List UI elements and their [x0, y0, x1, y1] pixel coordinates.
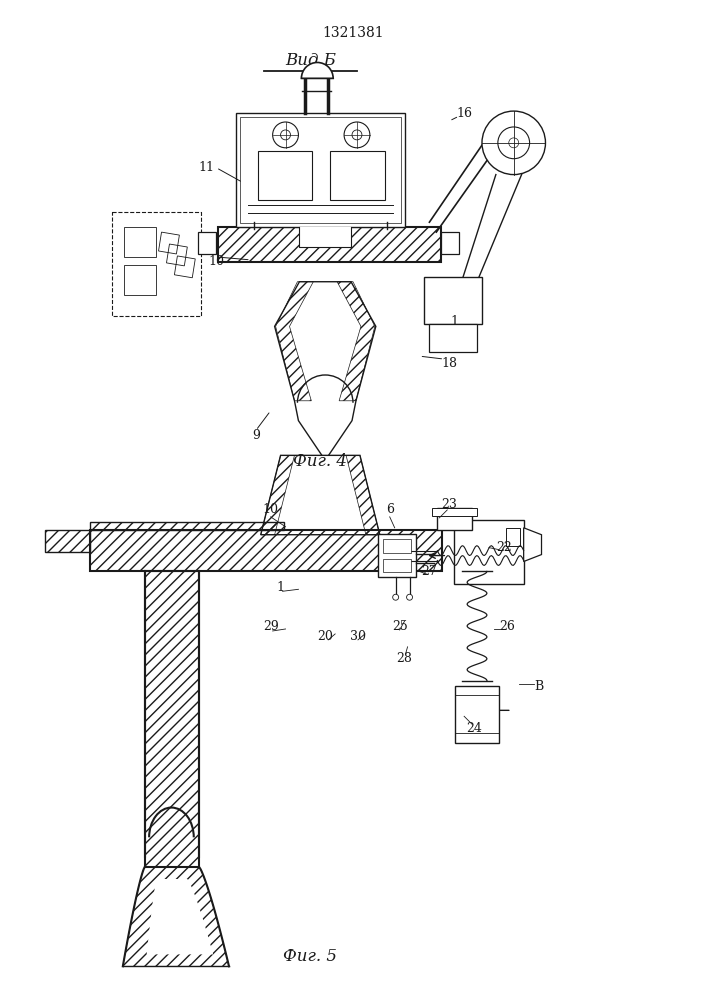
Text: 24: 24 — [466, 722, 482, 735]
Text: B: B — [534, 680, 543, 693]
Circle shape — [281, 130, 291, 140]
Circle shape — [392, 594, 399, 600]
Bar — [90, 522, 284, 530]
Circle shape — [273, 122, 298, 148]
Wedge shape — [301, 62, 333, 78]
Polygon shape — [146, 879, 213, 954]
Bar — [236, 113, 404, 227]
Bar — [382, 539, 411, 553]
Bar — [124, 227, 156, 257]
Circle shape — [352, 130, 362, 140]
Bar — [124, 265, 156, 295]
Bar — [506, 528, 520, 546]
Circle shape — [344, 122, 370, 148]
Circle shape — [482, 111, 546, 175]
Circle shape — [498, 127, 530, 159]
Text: 18: 18 — [441, 357, 457, 370]
Text: 28: 28 — [397, 652, 412, 665]
Bar — [429, 324, 477, 352]
Bar — [330, 151, 385, 200]
Bar — [198, 232, 216, 254]
Bar — [258, 151, 312, 200]
Text: 25: 25 — [392, 620, 407, 633]
Circle shape — [407, 594, 412, 600]
Bar — [382, 559, 411, 572]
Text: 26: 26 — [499, 620, 515, 633]
Bar — [433, 508, 477, 516]
Text: 16: 16 — [456, 107, 472, 120]
Bar — [455, 686, 499, 743]
Text: 1: 1 — [450, 315, 458, 328]
Text: 22: 22 — [496, 541, 512, 554]
Text: 11: 11 — [198, 161, 214, 174]
Polygon shape — [300, 227, 351, 247]
Text: 1321381: 1321381 — [322, 26, 384, 40]
Bar — [240, 117, 401, 223]
Bar — [454, 520, 524, 584]
Text: 1: 1 — [276, 581, 285, 594]
Polygon shape — [261, 455, 380, 535]
Text: 30: 30 — [350, 630, 366, 643]
Circle shape — [509, 138, 519, 148]
Text: 6: 6 — [386, 503, 394, 516]
Bar — [441, 232, 459, 254]
Text: Вид Б: Вид Б — [285, 52, 336, 69]
Bar — [378, 534, 416, 577]
Text: 9: 9 — [252, 429, 259, 442]
Polygon shape — [524, 528, 542, 562]
Bar — [112, 212, 201, 316]
Polygon shape — [274, 282, 376, 460]
Text: 10: 10 — [208, 255, 224, 268]
Bar — [438, 508, 472, 530]
Text: 27: 27 — [421, 565, 437, 578]
Text: Фиг. 5: Фиг. 5 — [284, 948, 337, 965]
Text: 29: 29 — [263, 620, 279, 633]
Bar — [45, 530, 90, 552]
Text: 10: 10 — [263, 503, 279, 516]
Text: Фиг. 4: Фиг. 4 — [293, 453, 347, 470]
Bar — [424, 277, 482, 324]
Text: 23: 23 — [441, 498, 457, 511]
Text: 20: 20 — [317, 630, 333, 643]
